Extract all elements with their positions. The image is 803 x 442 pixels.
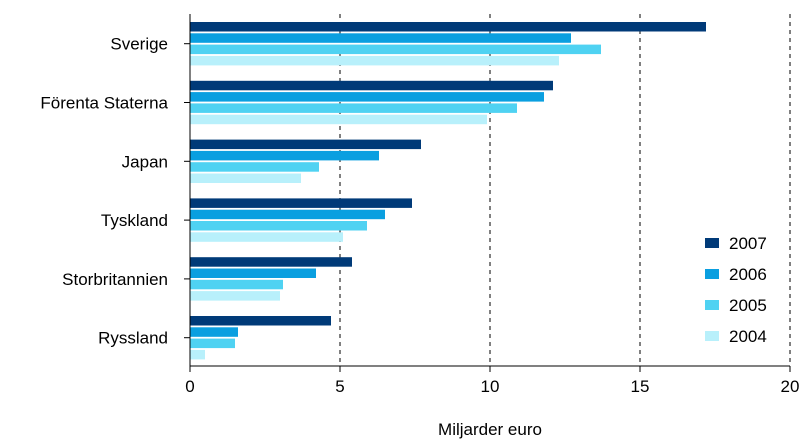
legend: 2007 2006 2005 2004 bbox=[705, 234, 767, 346]
legend-swatch-2005 bbox=[705, 300, 719, 310]
x-axis-title: Miljarder euro bbox=[438, 420, 542, 439]
category-label: Förenta Staterna bbox=[40, 94, 168, 113]
category-label: Storbritannien bbox=[62, 270, 168, 289]
legend-swatch-2006 bbox=[705, 269, 719, 279]
category-label: Sverige bbox=[110, 35, 168, 54]
bar-2007-3 bbox=[190, 198, 412, 208]
x-axis-ticks: 0 5 10 15 20 bbox=[185, 366, 799, 396]
x-tick-label: 0 bbox=[185, 377, 194, 396]
category-labels: Sverige Förenta Staterna Japan Tyskland Stor… bbox=[40, 35, 190, 348]
category-label: Tyskland bbox=[101, 211, 168, 230]
bar-2007-5 bbox=[190, 316, 331, 326]
bar-2006-3 bbox=[190, 209, 385, 220]
bar-2004-3 bbox=[190, 232, 343, 242]
legend-label: 2005 bbox=[729, 296, 767, 315]
bar-2004-1 bbox=[190, 114, 487, 125]
bar-2007-4 bbox=[190, 257, 352, 267]
bar-2005-2 bbox=[190, 162, 319, 172]
bar-2005-1 bbox=[190, 103, 517, 113]
category-label: Ryssland bbox=[98, 329, 168, 348]
bar-2005-0 bbox=[190, 44, 601, 55]
bar-2004-0 bbox=[190, 55, 559, 66]
bar-2004-2 bbox=[190, 173, 301, 183]
bar-2007-1 bbox=[190, 80, 553, 91]
legend-label: 2004 bbox=[729, 327, 767, 346]
bar-2006-1 bbox=[190, 92, 544, 102]
bars-group bbox=[190, 22, 706, 360]
x-tick-label: 15 bbox=[631, 377, 650, 396]
legend-label: 2007 bbox=[729, 234, 767, 253]
grid-lines bbox=[339, 14, 791, 366]
bar-2005-5 bbox=[190, 338, 235, 349]
x-tick-label: 20 bbox=[781, 377, 800, 396]
bar-2007-2 bbox=[190, 139, 421, 150]
legend-label: 2006 bbox=[729, 265, 767, 284]
bar-2006-0 bbox=[190, 33, 571, 43]
bar-2004-4 bbox=[190, 291, 280, 301]
legend-swatch-2007 bbox=[705, 238, 719, 248]
bar-2007-0 bbox=[190, 22, 706, 32]
category-label: Japan bbox=[122, 152, 168, 171]
bar-2006-4 bbox=[190, 268, 316, 278]
legend-swatch-2004 bbox=[705, 331, 719, 341]
bar-2006-2 bbox=[190, 150, 379, 161]
x-tick-label: 5 bbox=[335, 377, 344, 396]
bar-2005-3 bbox=[190, 221, 367, 231]
bar-2006-5 bbox=[190, 327, 238, 337]
bar-2005-4 bbox=[190, 279, 283, 290]
x-tick-label: 10 bbox=[481, 377, 500, 396]
bar-2004-5 bbox=[190, 349, 205, 360]
